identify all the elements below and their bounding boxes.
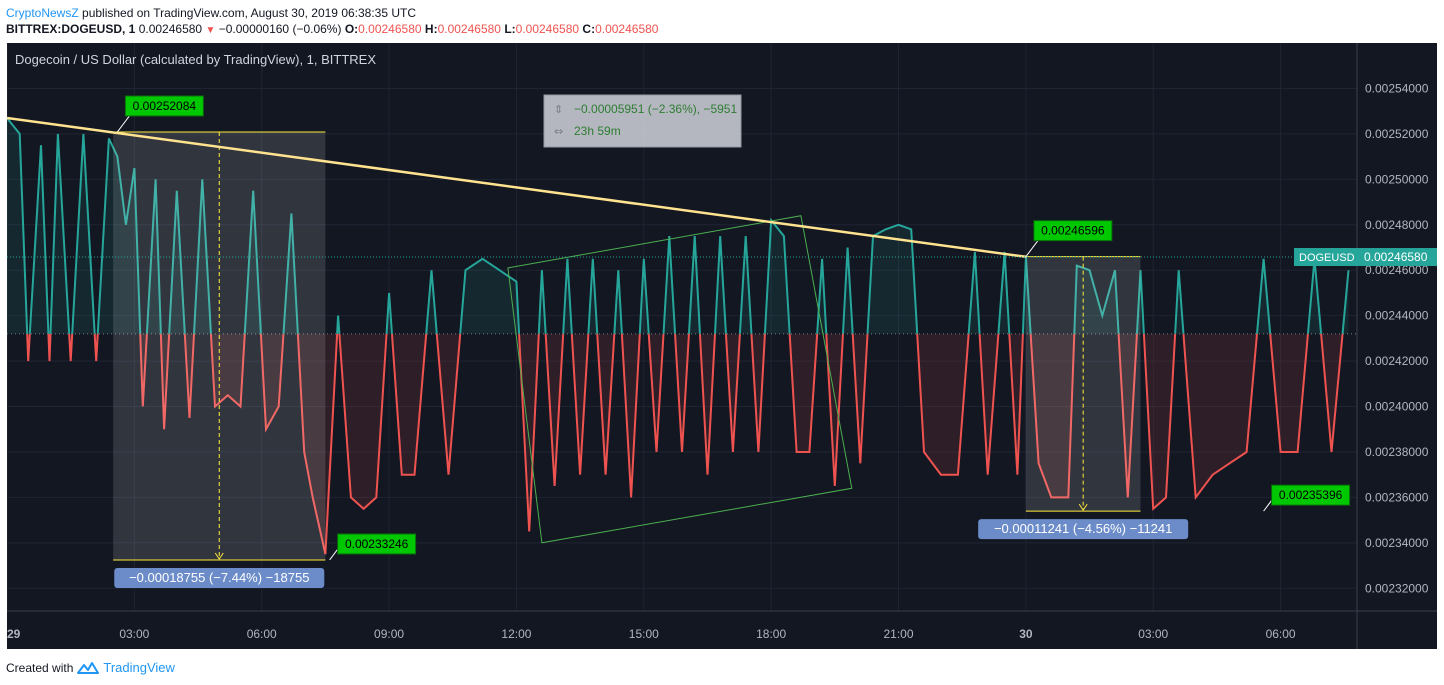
- callout-label: 0.00235396: [1279, 488, 1343, 502]
- published-text: published on TradingView.com, August 30,…: [78, 6, 417, 20]
- open-label: O:: [344, 22, 359, 36]
- range-time-icon: ⇔: [554, 125, 563, 138]
- x-tick-label: 18:00: [756, 627, 786, 641]
- callout-label: 0.00252084: [133, 99, 197, 113]
- area-below-baseline: [27, 333, 1343, 555]
- callout-box: [337, 533, 417, 555]
- parallel-channel: [507, 215, 853, 544]
- chart-panel[interactable]: −0.00018755 (−7.44%) −18755 −0.00011241 (…: [7, 43, 1437, 649]
- x-tick-label: 29: [7, 627, 21, 641]
- measure-label: −0.00011241 (−4.56%) −11241: [994, 521, 1172, 536]
- price-chart[interactable]: −0.00018755 (−7.44%) −18755 −0.00011241 (…: [7, 43, 1437, 649]
- low-value: 0.00246580: [515, 22, 580, 36]
- measure-label-bg: [114, 567, 325, 588]
- tooltip-line-1: −0.00005951 (−2.36%), −5951: [574, 102, 737, 116]
- callout-pointer: [116, 115, 130, 133]
- series-line-below: [26, 333, 1344, 555]
- x-tick-label: 06:00: [247, 627, 277, 641]
- range-price-icon: ⇕: [554, 103, 563, 116]
- callout-box: [1033, 220, 1113, 242]
- y-tick-label: 0.00248000: [1365, 218, 1429, 232]
- x-tick-label: 09:00: [374, 627, 404, 641]
- symbol-label: BITTREX:DOGEUSD, 1: [6, 22, 136, 36]
- measure-arrow-head: [1078, 503, 1088, 512]
- symbol-header: BITTREX:DOGEUSD, 1 0.00246580 ▼ −0.00000…: [6, 22, 658, 36]
- price-value-label: 0.00246580: [1364, 250, 1428, 264]
- y-tick-label: 0.00240000: [1365, 400, 1429, 414]
- high-value: 0.00246580: [437, 22, 501, 36]
- low-label: L:: [504, 22, 516, 36]
- price-change: −0.00000160 (−0.06%): [218, 22, 342, 36]
- price-symbol-label: DOGEUSD: [1299, 252, 1355, 264]
- y-tick-label: 0.00236000: [1365, 490, 1429, 504]
- high-label: H:: [424, 22, 438, 36]
- callout-box: [124, 95, 204, 117]
- y-tick-label: 0.00238000: [1365, 445, 1429, 459]
- measure-label-bg: [978, 519, 1189, 540]
- y-tick-label: 0.00252000: [1365, 127, 1429, 141]
- measure-arrow-head: [214, 552, 224, 560]
- last-price: 0.00246580: [138, 22, 203, 36]
- x-tick-label: 15:00: [629, 627, 659, 641]
- callout-pointer: [1025, 240, 1039, 257]
- x-tick-label: 21:00: [883, 627, 913, 641]
- callout-box: [1271, 484, 1351, 506]
- y-tick-label: 0.00246000: [1365, 263, 1429, 277]
- author-link[interactable]: CryptoNewsZ: [6, 6, 79, 20]
- footer: Created with TradingView: [6, 660, 175, 675]
- measure-label: −0.00018755 (−7.44%) −18755: [129, 570, 309, 585]
- tooltip-box: [543, 94, 742, 148]
- x-tick-label: 03:00: [1138, 627, 1168, 641]
- callout-label: 0.00246596: [1041, 224, 1105, 238]
- x-tick-label: 30: [1019, 627, 1033, 641]
- callout-label: 0.00233246: [345, 537, 409, 551]
- x-tick-label: 12:00: [501, 627, 531, 641]
- x-tick-label: 06:00: [1266, 627, 1296, 641]
- price-label-bg: [1294, 248, 1437, 267]
- y-tick-label: 0.00232000: [1365, 581, 1429, 595]
- publish-header: CryptoNewsZ published on TradingView.com…: [6, 6, 416, 20]
- y-tick-label: 0.00244000: [1365, 309, 1429, 323]
- created-with-label: Created with: [6, 660, 74, 675]
- y-tick-label: 0.00234000: [1365, 536, 1429, 550]
- y-tick-label: 0.00250000: [1365, 172, 1429, 186]
- trend-line: [7, 116, 1027, 259]
- tradingview-logo-icon: [77, 661, 100, 674]
- down-arrow-icon: ▼: [205, 25, 216, 36]
- y-tick-label: 0.00242000: [1365, 354, 1429, 368]
- open-value: 0.00246580: [358, 22, 422, 36]
- x-tick-label: 03:00: [119, 627, 149, 641]
- y-tick-label: 0.00254000: [1365, 81, 1429, 95]
- chart-title: Dogecoin / US Dollar (calculated by Trad…: [15, 52, 376, 67]
- series-line-above: [7, 117, 1350, 334]
- close-label: C:: [582, 22, 596, 36]
- tooltip-line-2: 23h 59m: [574, 124, 621, 138]
- tradingview-brand[interactable]: TradingView: [103, 660, 175, 675]
- close-value: 0.00246580: [595, 22, 659, 36]
